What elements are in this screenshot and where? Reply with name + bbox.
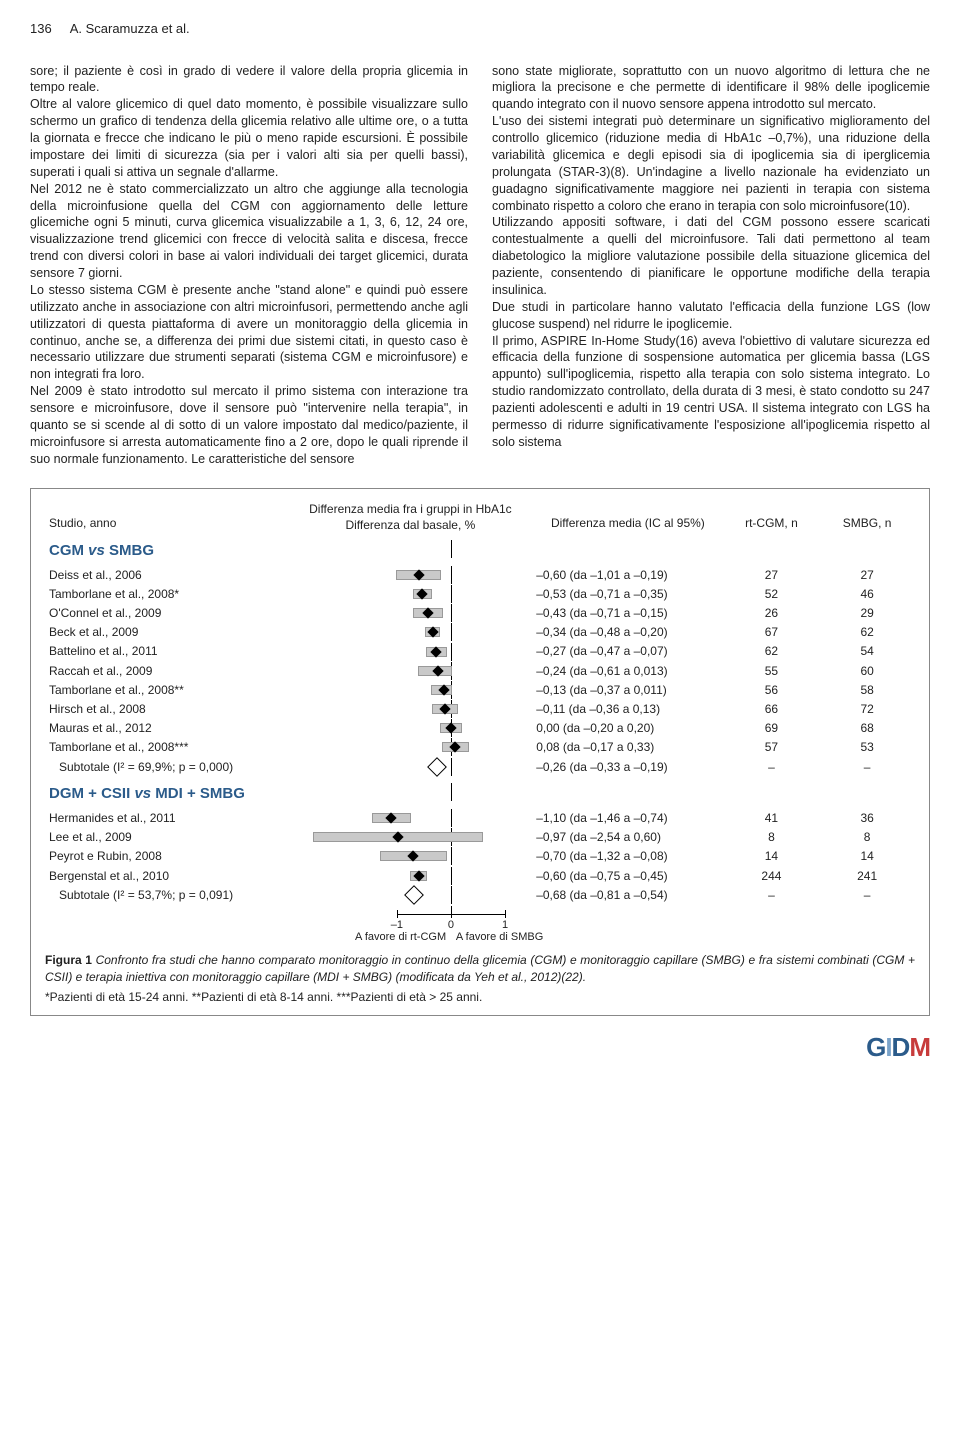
authors: A. Scaramuzza et al. <box>70 20 190 38</box>
th-smbg: SMBG, n <box>819 501 915 533</box>
figure-1: Studio, anno Differenza media fra i grup… <box>30 488 930 1016</box>
page-number: 136 <box>30 20 52 38</box>
left-column: sore; il paziente è così in grado di ved… <box>30 63 468 468</box>
forest-row: Tamborlane et al., 2008*–0,53 (da –0,71 … <box>45 584 915 603</box>
forest-row: Battelino et al., 2011–0,27 (da –0,47 a … <box>45 642 915 661</box>
right-text: sono state migliorate, soprattutto con u… <box>492 63 930 451</box>
subtotal-row: Subtotale (I² = 53,7%; p = 0,091)–0,68 (… <box>45 885 915 904</box>
th-diff: Differenza media fra i gruppi in HbA1c D… <box>289 501 533 533</box>
forest-row: Tamborlane et al., 2008***0,08 (da –0,17… <box>45 738 915 757</box>
forest-plot-table: Studio, anno Differenza media fra i grup… <box>45 501 915 943</box>
group-heading: CGM vs SMBG <box>45 533 289 565</box>
figure-footnotes: *Pazienti di età 15-24 anni. **Pazienti … <box>45 989 915 1005</box>
th-ci: Differenza media (IC al 95%) <box>532 501 723 533</box>
forest-row: Raccah et al., 2009–0,24 (da –0,61 a 0,0… <box>45 661 915 680</box>
right-column: sono state migliorate, soprattutto con u… <box>492 63 930 468</box>
forest-row: Beck et al., 2009–0,34 (da –0,48 a –0,20… <box>45 623 915 642</box>
forest-row: Lee et al., 2009–0,97 (da –2,54 a 0,60)8… <box>45 828 915 847</box>
body-columns: sore; il paziente è così in grado di ved… <box>30 63 930 468</box>
th-study: Studio, anno <box>45 501 289 533</box>
subtotal-row: Subtotale (I² = 69,9%; p = 0,000)–0,26 (… <box>45 757 915 776</box>
figure-caption: Figura 1 Confronto fra studi che hanno c… <box>45 952 915 984</box>
forest-row: O'Connel et al., 2009–0,43 (da –0,71 a –… <box>45 604 915 623</box>
group-heading: DGM + CSII vs MDI + SMBG <box>45 776 289 808</box>
left-text: sore; il paziente è così in grado di ved… <box>30 63 468 468</box>
forest-row: Peyrot e Rubin, 2008–0,70 (da –1,32 a –0… <box>45 847 915 866</box>
forest-row: Bergenstal et al., 2010–0,60 (da –0,75 a… <box>45 866 915 885</box>
forest-row: Deiss et al., 2006–0,60 (da –1,01 a –0,1… <box>45 565 915 584</box>
th-rt: rt-CGM, n <box>724 501 820 533</box>
page-header: 136 A. Scaramuzza et al. <box>30 20 930 38</box>
forest-row: Hermanides et al., 2011–1,10 (da –1,46 a… <box>45 808 915 827</box>
forest-row: Tamborlane et al., 2008**–0,13 (da –0,37… <box>45 680 915 699</box>
forest-row: Hirsch et al., 2008–0,11 (da –0,36 a 0,1… <box>45 699 915 718</box>
forest-row: Mauras et al., 20120,00 (da –0,20 a 0,20… <box>45 719 915 738</box>
header-row: Studio, anno Differenza media fra i grup… <box>45 501 915 533</box>
journal-logo: GIDM <box>30 1030 930 1065</box>
figure-label: Figura 1 <box>45 953 92 967</box>
figure-caption-body: Confronto fra studi che hanno comparato … <box>45 953 915 983</box>
